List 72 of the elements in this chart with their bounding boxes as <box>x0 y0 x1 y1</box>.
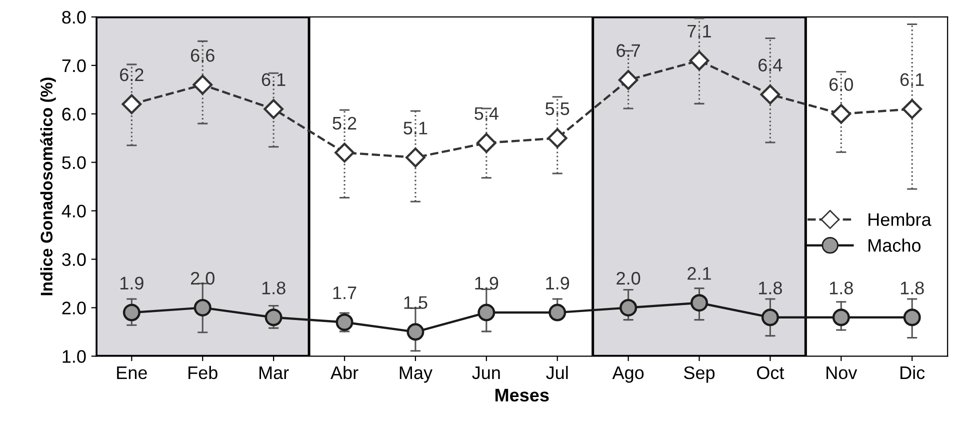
point <box>334 142 354 163</box>
x-tick-label: Abr <box>330 366 358 380</box>
point <box>406 323 424 341</box>
point <box>264 308 282 326</box>
x-tick-label: Dic <box>900 366 925 380</box>
data-label: 1.9 <box>475 276 498 290</box>
point <box>476 133 496 153</box>
x-tick-label: Ago <box>612 366 644 383</box>
data-label: 1.8 <box>759 282 782 294</box>
point <box>336 313 354 331</box>
data-label: 1.8 <box>830 282 853 294</box>
data-label: 2.1 <box>688 267 711 280</box>
data-label: 6.6 <box>190 49 214 62</box>
y-tick-label: 4.0 <box>62 204 86 218</box>
point <box>761 308 779 326</box>
point <box>689 50 710 71</box>
point <box>548 304 566 322</box>
x-tick-label: Jul <box>546 366 568 380</box>
data-label: 6.2 <box>120 68 144 82</box>
legend-label: Macho <box>868 238 921 252</box>
point <box>547 128 568 148</box>
point <box>903 308 921 326</box>
x-axis-title: Meses <box>495 388 549 402</box>
point <box>122 94 142 114</box>
data-label: 6.4 <box>758 58 782 72</box>
point <box>194 298 212 316</box>
y-tick-label: 2.0 <box>62 302 86 314</box>
data-label: 5.4 <box>474 107 498 120</box>
point <box>760 84 780 104</box>
point <box>620 298 638 316</box>
data-label: 6.1 <box>262 73 286 86</box>
data-label: 2.0 <box>190 272 214 285</box>
y-tick-label: 8.0 <box>62 10 86 24</box>
y-tick-label: 1.0 <box>62 350 86 363</box>
data-label: 1.8 <box>900 282 924 294</box>
point <box>264 99 284 119</box>
x-tick-label: Jun <box>472 366 500 380</box>
data-label: 5.5 <box>546 102 570 116</box>
data-label: 1.9 <box>120 276 144 290</box>
data-label: 6.7 <box>616 44 640 57</box>
data-label: 5.1 <box>404 122 428 134</box>
x-tick-label: Mar <box>260 366 289 380</box>
data-label: 1.5 <box>404 296 428 309</box>
x-tick-label: Feb <box>188 366 218 380</box>
x-tick-label: May <box>400 366 432 383</box>
y-tick-label: 6.0 <box>62 108 86 121</box>
point <box>192 74 213 95</box>
point <box>902 99 922 119</box>
point <box>690 294 708 312</box>
y-axis-title: Indice Gonadosomático (%) <box>40 78 56 296</box>
x-tick-label: Sep <box>684 366 715 383</box>
point <box>618 70 638 90</box>
point <box>832 308 850 326</box>
y-tick-label: 5.0 <box>62 156 86 170</box>
legend-label: Hembra <box>868 212 932 226</box>
data-label: 1.9 <box>546 276 570 290</box>
point <box>406 148 426 168</box>
y-tick-label: 7.0 <box>62 59 86 72</box>
point <box>478 304 496 322</box>
x-tick-label: Nov <box>826 366 858 380</box>
data-label: 6.1 <box>900 73 924 86</box>
data-label: 2.0 <box>616 272 640 285</box>
data-label: 5.2 <box>332 116 356 130</box>
data-label: 1.8 <box>262 282 286 294</box>
y-tick-label: 3.0 <box>62 253 86 266</box>
data-label: 7.1 <box>688 24 711 38</box>
data-label: 6.0 <box>830 78 853 91</box>
x-tick-label: Oct <box>757 366 784 380</box>
point <box>831 104 852 124</box>
point <box>122 304 140 322</box>
x-tick-label: Ene <box>117 366 147 380</box>
data-label: 1.7 <box>333 286 356 300</box>
